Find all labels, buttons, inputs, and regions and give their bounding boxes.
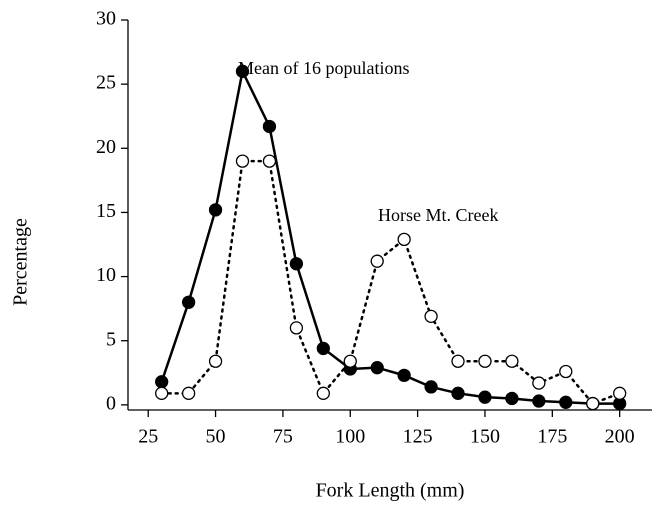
marker <box>586 396 600 411</box>
series-label: Mean of 16 populations <box>238 58 409 78</box>
marker <box>289 257 304 271</box>
y-tick-label: 20 <box>96 136 116 158</box>
y-tick-label: 30 <box>96 8 116 30</box>
marker <box>505 354 519 368</box>
series-line <box>160 67 621 405</box>
marker <box>370 361 384 375</box>
marker <box>262 119 277 134</box>
marker <box>289 321 304 335</box>
marker <box>316 386 330 400</box>
marker <box>155 386 169 400</box>
marker <box>316 341 330 356</box>
x-tick-label: 200 <box>605 426 635 448</box>
x-axis-label: Fork Length (mm) <box>316 480 465 502</box>
y-tick-label: 15 <box>96 200 116 222</box>
y-tick-label: 10 <box>96 264 116 286</box>
x-tick-label: 150 <box>470 426 500 448</box>
x-tick-label: 125 <box>403 426 433 448</box>
marker <box>613 386 627 400</box>
marker <box>532 376 546 390</box>
marker <box>451 354 465 368</box>
marker <box>424 380 438 394</box>
marker <box>235 154 250 168</box>
marker <box>397 232 411 247</box>
y-tick-label: 25 <box>96 72 116 94</box>
marker <box>505 391 519 406</box>
y-tick-label: 5 <box>106 328 116 350</box>
marker <box>559 364 573 379</box>
marker <box>532 394 546 408</box>
x-tick-label: 100 <box>335 426 365 448</box>
y-axis-label: Percentage <box>10 218 32 306</box>
marker <box>478 354 492 368</box>
marker <box>262 154 277 168</box>
y-tick-label: 0 <box>106 392 116 414</box>
marker <box>478 390 492 404</box>
marker <box>235 64 250 78</box>
marker <box>559 395 573 409</box>
marker <box>181 295 196 309</box>
marker <box>451 386 465 400</box>
marker <box>397 368 411 383</box>
x-tick-label: 175 <box>537 426 567 448</box>
marker <box>181 386 196 400</box>
x-tick-label: 75 <box>273 426 293 448</box>
x-tick-label: 50 <box>206 426 226 448</box>
marker <box>208 203 223 217</box>
marker <box>208 354 223 368</box>
series-line <box>160 159 621 406</box>
series-label: Horse Mt. Creek <box>378 205 498 225</box>
marker <box>424 309 438 323</box>
x-tick-label: 25 <box>138 426 158 448</box>
marker <box>155 375 169 389</box>
marker <box>343 354 357 368</box>
marker <box>370 254 384 268</box>
